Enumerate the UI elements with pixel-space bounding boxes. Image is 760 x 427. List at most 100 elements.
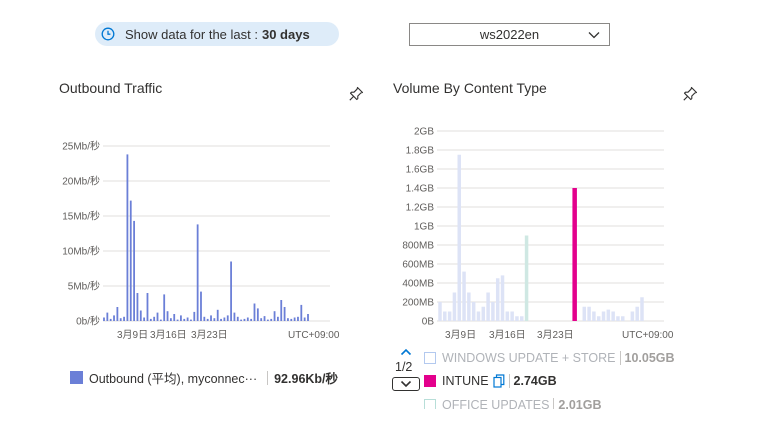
chart-bar: [203, 316, 206, 321]
y-tick-label: 0B: [422, 317, 435, 328]
chart-bar: [505, 311, 510, 321]
x-tick-label: 3月9日: [117, 329, 148, 341]
chart-bar: [236, 316, 239, 321]
timezone-label: UTC+09:00: [622, 330, 674, 341]
chart-bar: [457, 154, 461, 321]
chart-bar: [443, 311, 447, 321]
chart-bar: [283, 307, 286, 321]
chart-bar: [300, 304, 303, 321]
chart-bar: [467, 292, 471, 321]
chart-bar: [452, 292, 457, 321]
chart-bar: [611, 311, 615, 321]
chart-bar: [635, 306, 639, 321]
chart-bar: [220, 318, 222, 321]
chart-bar: [153, 316, 156, 321]
time-range-pill[interactable]: Show data for the last : 30 days: [95, 22, 339, 46]
y-tick-label: 5Mb/秒: [68, 280, 100, 293]
pin-icon[interactable]: [682, 86, 698, 102]
legend-separator: [267, 370, 269, 385]
outbound-legend[interactable]: Outbound (平均), myconnec··· 92.96Kb/秒: [70, 368, 338, 387]
copy-icon[interactable]: [492, 374, 505, 388]
timezone-label: UTC+09:00: [288, 330, 340, 341]
chevron-up-icon[interactable]: [400, 347, 412, 357]
legend-item-value: 2.74GB: [513, 374, 557, 388]
intune-swatch: [424, 375, 436, 387]
chart-bar: [243, 318, 246, 321]
volume-title: Volume By Content Type: [393, 80, 547, 96]
chart-bar: [592, 311, 596, 321]
chart-bar: [587, 306, 591, 321]
chart-bar: [186, 317, 189, 321]
legend-item-intune[interactable]: INTUNE 2.74GB: [424, 372, 557, 390]
y-tick-label: 2GB: [414, 127, 434, 138]
x-tick-label: 3月23日: [191, 329, 228, 341]
chart-bar: [287, 318, 289, 321]
chart-bar: [106, 312, 109, 321]
outbound-title: Outbound Traffic: [59, 80, 163, 96]
time-range-value: 30 days: [261, 26, 310, 42]
chart-bar: [210, 315, 212, 321]
y-tick-label: 0b/秒: [76, 315, 100, 328]
legend-separator: [619, 351, 621, 365]
chart-bar: [116, 307, 119, 321]
chart-bar: [113, 315, 115, 321]
chart-bar: [196, 224, 199, 321]
legend-next-button[interactable]: [392, 377, 420, 391]
chart-bar: [169, 318, 172, 321]
chart-bar: [471, 302, 476, 321]
legend-item-label: INTUNE: [442, 374, 489, 388]
y-tick-label: 1.4GB: [406, 184, 435, 195]
chart-bar: [256, 308, 259, 321]
y-tick-label: 1.2GB: [406, 203, 435, 214]
chart-bar: [491, 302, 495, 321]
chart-bar: [500, 275, 505, 321]
workspace-dropdown[interactable]: ws2022en: [409, 23, 610, 46]
chart-bar: [133, 220, 135, 321]
legend-pager: 1/2: [391, 347, 421, 393]
legend-item-windows-update[interactable]: WINDOWS UPDATE + STORE 10.05GB: [424, 349, 675, 367]
chart-bar: [136, 293, 139, 321]
y-tick-label: 400MB: [402, 279, 434, 290]
outbound-legend-value: 92.96Kb/秒: [274, 372, 339, 386]
legend-item-office-updates[interactable]: OFFICE UPDATES 2.01GB: [424, 396, 602, 409]
workspace-value: ws2022en: [479, 27, 540, 42]
chart-bar: [233, 312, 236, 321]
chevron-down-icon: [588, 32, 600, 39]
chart-bar: [180, 315, 182, 321]
pin-icon[interactable]: [348, 86, 364, 102]
y-tick-label: 25Mb/秒: [62, 140, 100, 153]
chart-bar: [438, 302, 442, 321]
chart-bar: [159, 319, 162, 321]
chart-bar: [601, 311, 606, 321]
legend-separator: [553, 398, 555, 409]
clock-icon: [101, 27, 115, 41]
chart-bar: [129, 200, 132, 321]
chart-bar: [273, 311, 276, 321]
chart-bar: [582, 306, 587, 321]
chart-bar: [520, 316, 524, 321]
y-tick-label: 800MB: [402, 241, 434, 252]
chart-bar: [307, 314, 309, 321]
chart-bar: [246, 317, 249, 321]
checkbox-unchecked: [424, 399, 436, 409]
chart-bar: [173, 314, 176, 321]
chart-bar: [515, 316, 519, 321]
x-tick-label: 3月9日: [445, 329, 476, 341]
chart-bar: [143, 317, 146, 321]
chart-bar: [462, 271, 466, 321]
chart-bar: [193, 311, 196, 321]
chart-bar: [481, 306, 486, 321]
legend-item-label: OFFICE UPDATES: [442, 398, 550, 409]
outbound-legend-name: Outbound (平均), myconnec···: [89, 372, 258, 386]
chart-bar: [270, 318, 273, 321]
chart-bar: [277, 316, 279, 321]
chart-bar: [447, 311, 452, 321]
chart-bar: [216, 309, 219, 321]
chart-bar: [183, 318, 186, 321]
chart-bar: [596, 316, 601, 321]
y-tick-label: 1.8GB: [406, 146, 435, 157]
chart-bar: [163, 294, 166, 321]
legend-page-number: 1/2: [395, 360, 413, 374]
